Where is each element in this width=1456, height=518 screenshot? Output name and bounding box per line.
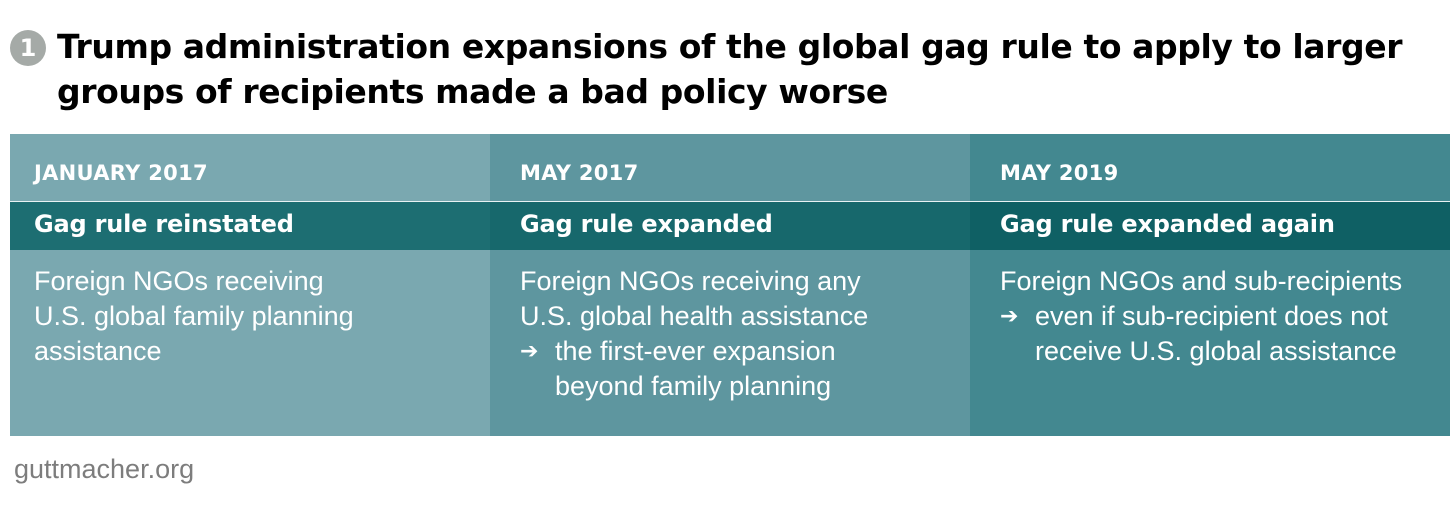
arrow-note-text: receive U.S. global assistance [1035, 336, 1397, 366]
description-line: assistance [34, 336, 162, 366]
arrow-note-text: the first-ever expansion [555, 336, 836, 366]
arrow-note-line: ➔ the first-ever expansion [520, 334, 960, 369]
timeline-description: Foreign NGOs receiving any U.S. global h… [520, 264, 960, 404]
arrow-note-text: beyond family planning [555, 371, 832, 401]
timeline-event-title: Gag rule expanded [520, 210, 773, 238]
timeline-date: MAY 2017 [520, 161, 639, 185]
description-line: U.S. global family planning [34, 301, 354, 331]
timeline-event-title: Gag rule expanded again [1000, 210, 1335, 238]
arrow-note-line: receive U.S. global assistance [1000, 334, 1440, 369]
timeline-description: Foreign NGOs receiving U.S. global famil… [34, 264, 474, 369]
timeline-column-may-2019: MAY 2019 Gag rule expanded again Foreign… [970, 134, 1450, 436]
right-arrow-icon: ➔ [1000, 304, 1019, 329]
figure-number-badge: 1 [10, 30, 46, 66]
description-line: U.S. global health assistance [520, 301, 869, 331]
arrow-note-line: beyond family planning [520, 369, 960, 404]
gag-rule-timeline: JANUARY 2017 Gag rule reinstated Foreign… [10, 134, 1450, 436]
event-band [490, 201, 970, 250]
figure-title: Trump administration expansions of the g… [57, 27, 1403, 111]
event-band [970, 201, 1450, 250]
right-arrow-icon: ➔ [520, 339, 539, 364]
description-line: Foreign NGOs receiving [34, 266, 324, 296]
description-line: Foreign NGOs and sub-recipients [1000, 266, 1403, 296]
description-line: Foreign NGOs receiving any [520, 266, 861, 296]
timeline-date: JANUARY 2017 [34, 161, 208, 185]
timeline-column-may-2017: MAY 2017 Gag rule expanded Foreign NGOs … [490, 134, 970, 436]
timeline-description: Foreign NGOs and sub-recipients ➔ even i… [1000, 264, 1440, 369]
arrow-note-text: even if sub-recipient does not [1035, 301, 1388, 331]
timeline-event-title: Gag rule reinstated [34, 210, 294, 238]
timeline-date: MAY 2019 [1000, 161, 1119, 185]
event-band [10, 201, 490, 250]
source-credit: guttmacher.org [14, 454, 195, 484]
timeline-column-jan-2017: JANUARY 2017 Gag rule reinstated Foreign… [10, 134, 490, 436]
arrow-note-line: ➔ even if sub-recipient does not [1000, 299, 1440, 334]
